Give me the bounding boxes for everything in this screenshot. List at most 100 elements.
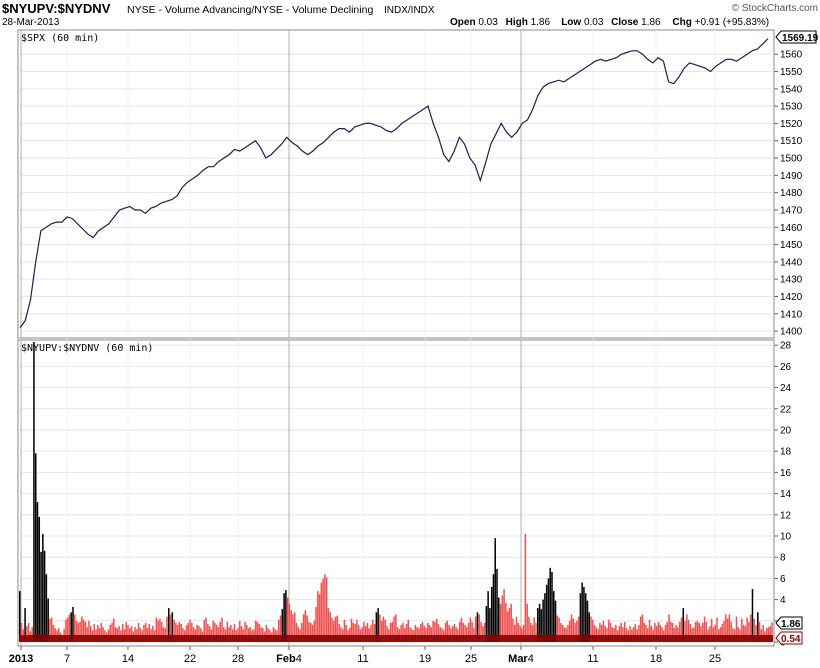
- ratio-bar: [233, 624, 236, 642]
- ratio-bar: [714, 625, 716, 642]
- price-panel-title: $SPX (60 min): [21, 33, 99, 44]
- ratio-bar: [50, 617, 53, 642]
- price-y-tick-label: 1430: [780, 275, 803, 286]
- ratio-y-tick-label: 8: [780, 553, 786, 564]
- ratio-bar: [466, 627, 468, 642]
- ratio-bar: [311, 625, 314, 642]
- x-tick-label: 11: [357, 653, 368, 665]
- ratio-bar: [33, 342, 35, 642]
- ratio-bar: [593, 625, 596, 642]
- ratio-bar: [535, 622, 537, 642]
- ratio-bar: [320, 582, 323, 642]
- ratio-bars: [19, 342, 773, 642]
- ratio-bar: [678, 621, 681, 642]
- ratio-bar: [519, 626, 521, 642]
- ratio-bar: [608, 619, 610, 642]
- x-tick-label: Feb4: [276, 653, 302, 665]
- ratio-bar: [471, 621, 473, 642]
- ratio-bar: [556, 615, 559, 642]
- ratio-bar: [726, 618, 729, 642]
- ratio-bar: [292, 614, 294, 642]
- ratio-bar: [20, 622, 23, 642]
- x-tick-label: 14: [122, 653, 134, 665]
- ratio-bar: [467, 622, 470, 642]
- ratio-bar: [725, 614, 727, 642]
- ratio-bar: [666, 621, 669, 642]
- price-y-tick-label: 1560: [780, 50, 803, 61]
- ratio-bar: [702, 622, 704, 642]
- ratio-bar: [173, 619, 175, 642]
- ratio-bar: [293, 612, 296, 642]
- ratio-bar: [469, 617, 472, 642]
- ratio-bar: [121, 624, 124, 642]
- ratio-bar: [675, 625, 677, 642]
- ratio-bar: [221, 617, 223, 642]
- ratio-panel: 0246810121416182022242628 $NYUPV:$NYDNV …: [17, 339, 803, 649]
- ratio-y-tick-label: 26: [780, 362, 792, 373]
- ratio-bar: [744, 626, 747, 642]
- ratio-y-tick-label: 16: [780, 468, 792, 479]
- ratio-bar: [769, 626, 771, 642]
- ratio-bar: [638, 625, 640, 642]
- x-tick-label: 25: [709, 653, 721, 665]
- ratio-bar: [192, 627, 195, 642]
- ratio-bar: [189, 619, 191, 642]
- ratio-bar: [458, 621, 461, 642]
- ratio-bar: [302, 614, 305, 642]
- ratio-bar: [654, 622, 656, 642]
- ratio-bar: [238, 620, 241, 642]
- ratio-bar: [336, 615, 339, 642]
- ratio-bar: [409, 627, 411, 642]
- ratio-bar: [152, 626, 154, 642]
- ratio-y-tick-label: 28: [780, 341, 792, 352]
- ratio-bar: [762, 625, 764, 642]
- x-tick-label: 22: [184, 653, 196, 665]
- ratio-bar: [749, 614, 752, 642]
- ratio-bar: [207, 624, 209, 642]
- ratio-bar: [588, 612, 590, 642]
- ratio-bar: [89, 626, 92, 642]
- ratio-bar: [45, 574, 48, 642]
- ratio-bar: [278, 619, 280, 642]
- ratio-bar: [531, 625, 534, 642]
- ratio-bar: [72, 607, 74, 642]
- ratio-bar: [331, 617, 333, 642]
- ratio-bar: [680, 617, 683, 642]
- ratio-bar: [68, 614, 71, 642]
- ratio-bar: [175, 622, 177, 642]
- ratio-bar: [52, 625, 55, 642]
- ratio-bar: [503, 589, 505, 642]
- ratio-bar: [125, 621, 127, 642]
- ratio-bar: [592, 619, 594, 642]
- ratio-bar: [196, 625, 198, 642]
- ratio-bar: [160, 621, 163, 642]
- ratio-bar: [577, 616, 580, 642]
- ratio-bar: [517, 622, 520, 642]
- chart-date: 28-Mar-2013: [2, 17, 60, 28]
- ratio-bar: [290, 610, 292, 642]
- ratio-bar: [748, 621, 750, 642]
- ratio-bar: [272, 627, 275, 642]
- ratio-bar: [629, 626, 631, 642]
- ratio-bar: [315, 607, 317, 642]
- ratio-bar: [155, 617, 158, 642]
- ratio-bar: [643, 622, 645, 642]
- ratio-y-tick-label: 12: [780, 510, 792, 521]
- price-y-tick-label: 1450: [780, 240, 803, 251]
- ratio-bar: [102, 627, 104, 642]
- ratio-bar: [494, 538, 496, 642]
- ratio-bar: [437, 624, 440, 642]
- ratio-bar: [168, 608, 170, 642]
- ratio-bar: [171, 612, 174, 642]
- ratio-bar: [127, 625, 129, 642]
- ratio-bar: [723, 620, 725, 642]
- price-y-tick-label: 1470: [780, 205, 803, 216]
- ratio-bar: [43, 550, 46, 642]
- price-last-value: 1569.19: [782, 33, 819, 44]
- ratio-bar: [664, 625, 667, 642]
- stat-chg: Chg +0.91 (+95.83%): [672, 17, 769, 28]
- ratio-bar: [372, 619, 374, 642]
- ratio-bar: [421, 621, 424, 642]
- ratio-bar: [583, 586, 585, 642]
